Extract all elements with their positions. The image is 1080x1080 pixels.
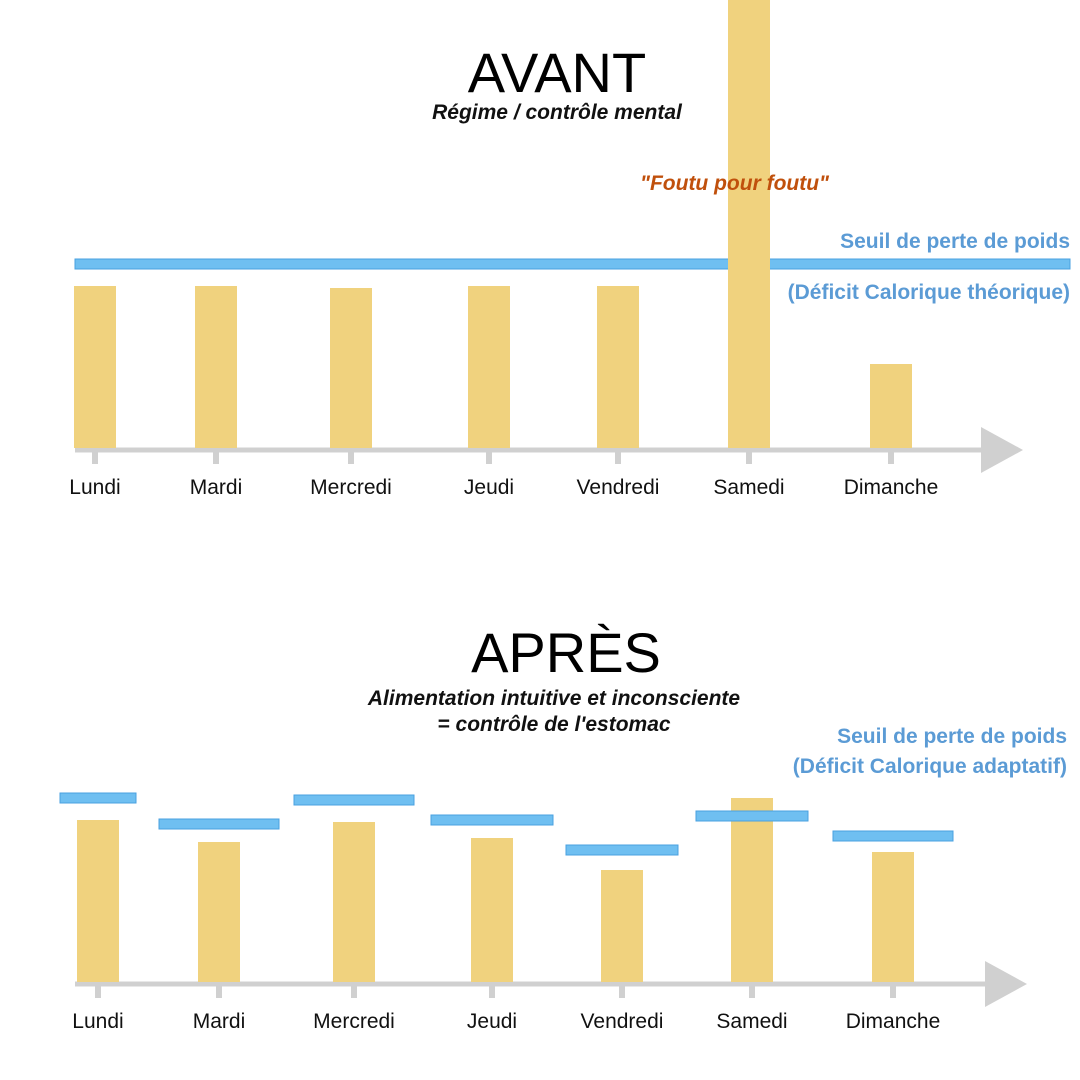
annotation-label: "Foutu pour foutu" bbox=[640, 172, 830, 195]
bar bbox=[597, 286, 639, 448]
threshold-label: Seuil de perte de poids bbox=[840, 230, 1070, 253]
chart-after-plot: Lundi Mardi Mercredi Jeudi Vendredi Samedi Dim… bbox=[59, 792, 1027, 1033]
threshold-bar bbox=[158, 818, 280, 830]
x-tick-label: Mercredi bbox=[313, 1010, 395, 1033]
bar bbox=[872, 852, 914, 982]
threshold-bar bbox=[565, 844, 679, 856]
x-tick-label: Dimanche bbox=[844, 476, 939, 499]
x-tick-label: Mercredi bbox=[310, 476, 392, 499]
chart-before: Lundi Mardi Mercredi Jeudi Vendredi Samedi Dim… bbox=[69, 0, 1071, 499]
bar bbox=[601, 870, 643, 982]
x-tick-label: Vendredi bbox=[581, 1010, 664, 1033]
x-axis-arrow bbox=[981, 427, 1023, 473]
x-tick-label: Mardi bbox=[193, 1010, 246, 1033]
chart-subtitle: Régime / contrôle mental bbox=[432, 101, 682, 124]
bar-overlay bbox=[728, 0, 770, 448]
threshold-label: Seuil de perte de poids bbox=[837, 725, 1067, 748]
threshold-bar bbox=[695, 810, 809, 822]
threshold-bar bbox=[293, 794, 415, 806]
bar bbox=[77, 820, 119, 982]
bar bbox=[195, 286, 237, 448]
threshold-bar bbox=[59, 792, 137, 804]
x-axis-arrow bbox=[985, 961, 1027, 1007]
threshold-sublabel: (Déficit Calorique adaptatif) bbox=[792, 755, 1067, 778]
chart-after: Lundi Mardi Mercredi Jeudi Vendredi Samedi Dim… bbox=[0, 540, 1080, 1080]
x-tick-label: Vendredi bbox=[577, 476, 660, 499]
chart-subtitle: Alimentation intuitive et inconsciente =… bbox=[14, 686, 1080, 738]
chart-before-plot: Lundi Mardi Mercredi Jeudi Vendredi Samedi Dim… bbox=[69, 0, 1071, 499]
threshold-bar bbox=[832, 830, 954, 842]
bar bbox=[330, 288, 372, 448]
x-tick-label: Lundi bbox=[72, 1010, 123, 1033]
x-tick-label: Lundi bbox=[69, 476, 120, 499]
subtitle-line: = contrôle de l'estomac bbox=[437, 713, 671, 736]
x-tick-label: Mardi bbox=[190, 476, 243, 499]
chart-title: APRÈS bbox=[471, 621, 661, 684]
threshold-line bbox=[74, 258, 1071, 270]
threshold-bar bbox=[430, 814, 554, 826]
chart-title: AVANT bbox=[467, 41, 647, 104]
bar bbox=[198, 842, 240, 982]
bar bbox=[74, 286, 116, 448]
bar bbox=[333, 822, 375, 982]
bar bbox=[731, 798, 773, 982]
x-tick-label: Jeudi bbox=[467, 1010, 517, 1033]
x-tick-label: Dimanche bbox=[846, 1010, 941, 1033]
bar bbox=[471, 838, 513, 982]
x-tick-label: Samedi bbox=[716, 1010, 787, 1033]
x-tick-label: Samedi bbox=[713, 476, 784, 499]
bar bbox=[468, 286, 510, 448]
bar bbox=[870, 364, 912, 448]
threshold-sublabel: (Déficit Calorique théorique) bbox=[787, 281, 1070, 304]
x-tick-label: Jeudi bbox=[464, 476, 514, 499]
subtitle-line: Alimentation intuitive et inconsciente bbox=[367, 687, 741, 710]
